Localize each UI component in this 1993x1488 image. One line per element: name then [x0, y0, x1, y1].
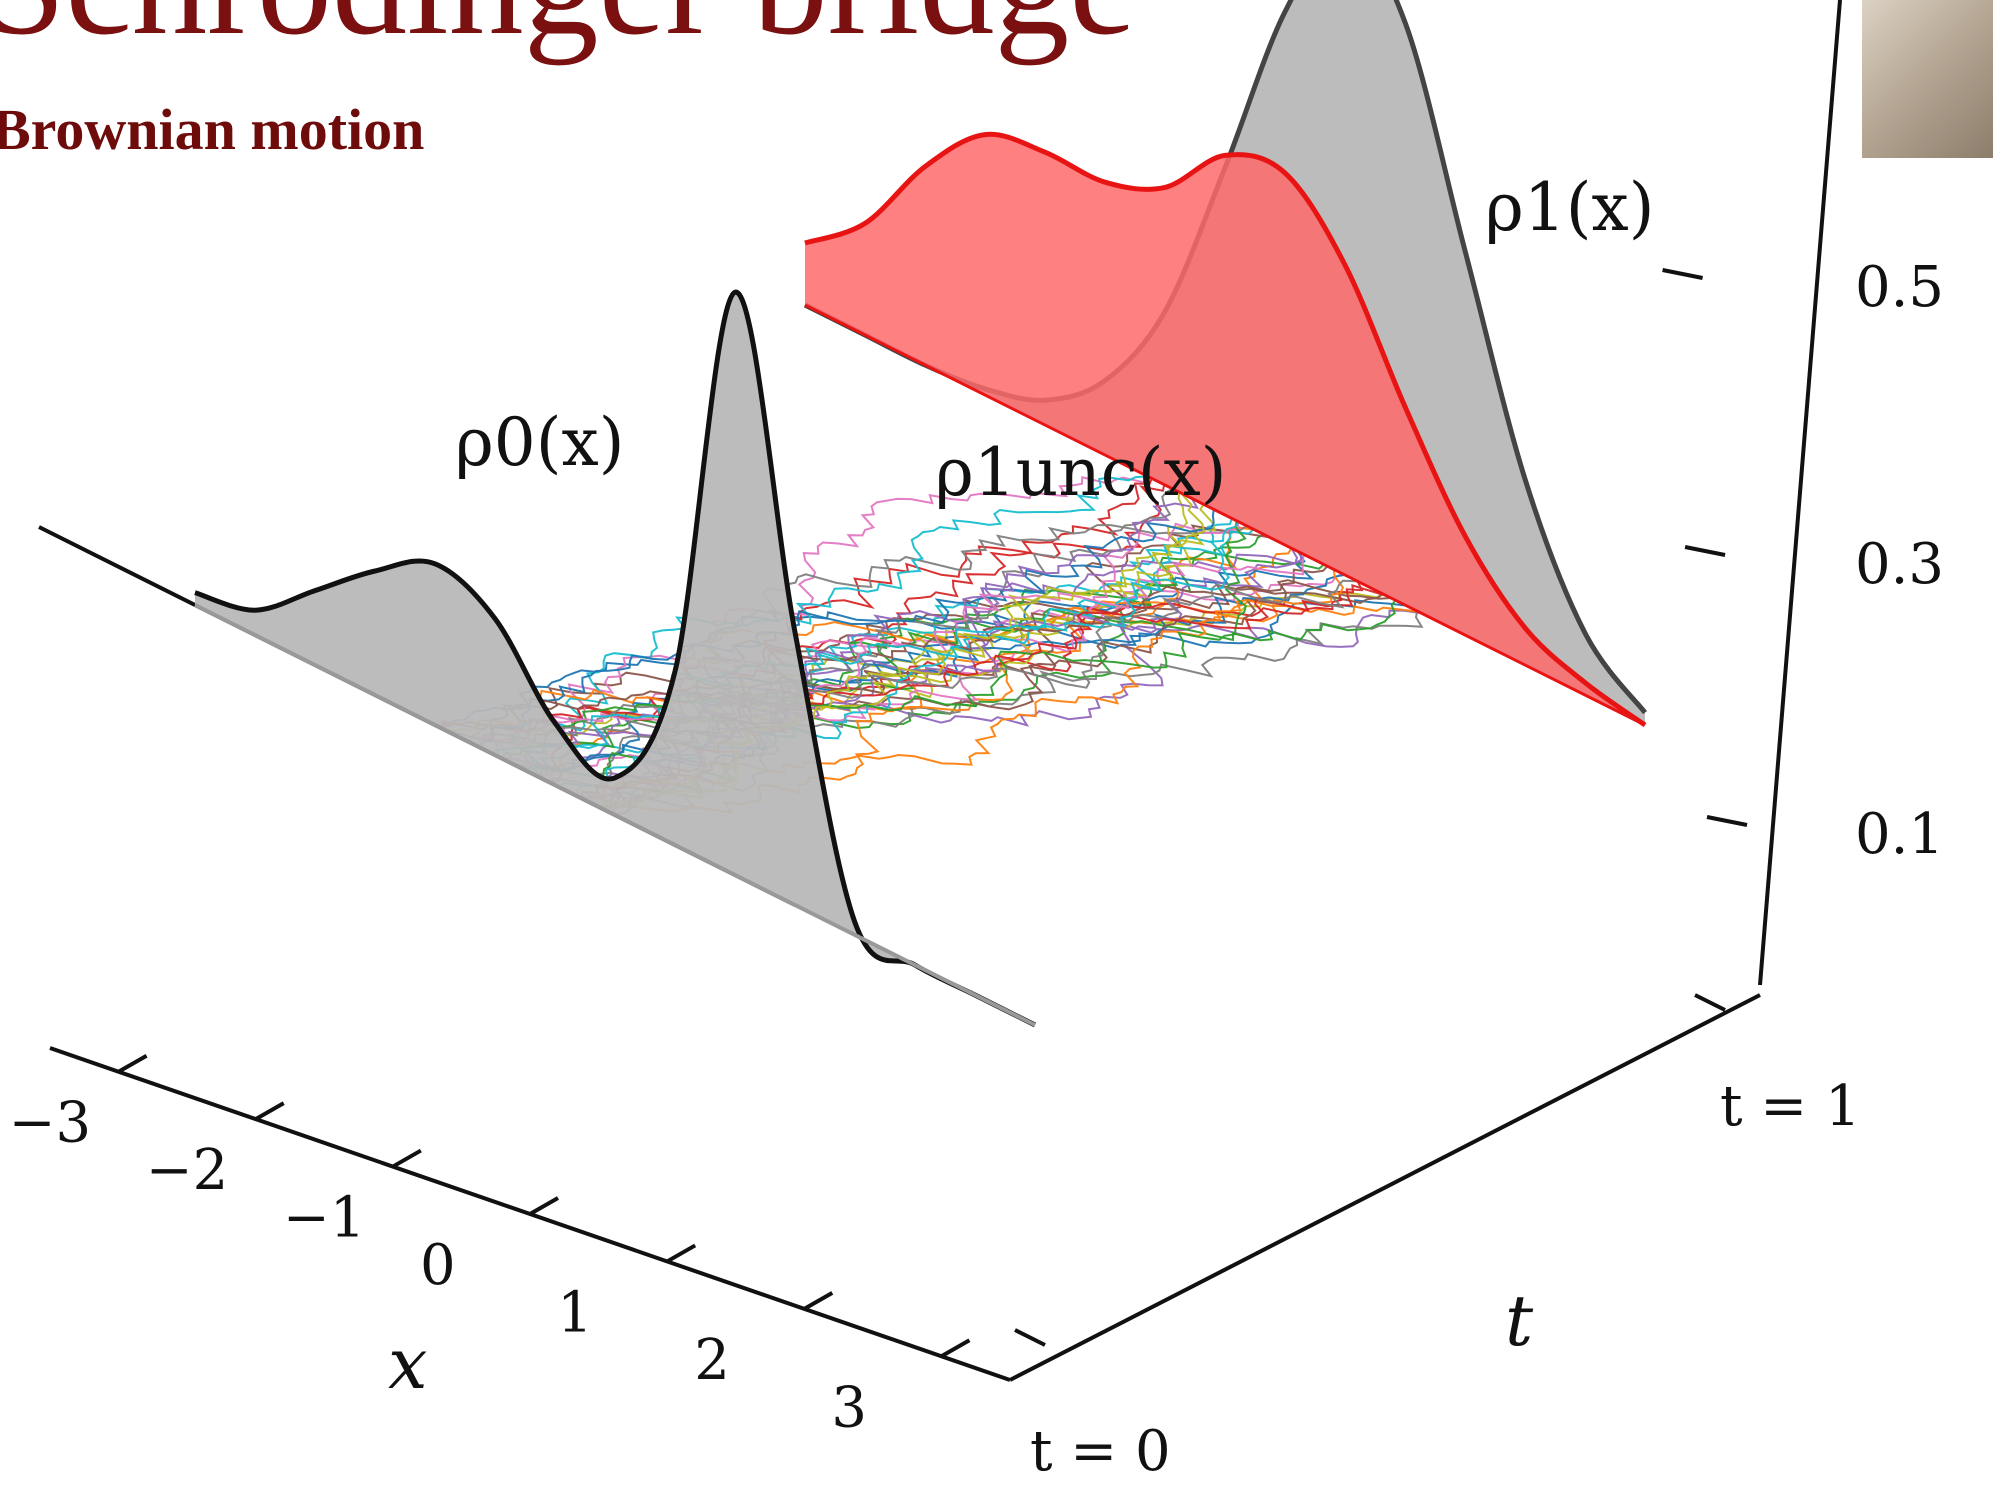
x-tick-label: 0 [420, 1233, 456, 1298]
x-tick-label: 2 [694, 1328, 730, 1393]
t-tick [1014, 1328, 1046, 1347]
rho1-annotation: ρ1(x) [1485, 169, 1655, 246]
z-tick-label: 0.3 [1855, 532, 1944, 597]
z-axis-line [1758, 0, 1842, 986]
x-tick-label: 3 [831, 1375, 867, 1440]
x-tick-label: 1 [557, 1280, 593, 1345]
brownian-path [522, 521, 1240, 770]
t-tick [1694, 993, 1726, 1012]
x-tick-label: −2 [146, 1138, 229, 1203]
t-tick-label-start: t = 0 [1030, 1419, 1171, 1484]
z-tick [1662, 268, 1703, 280]
x-tick [529, 1196, 559, 1216]
brownian-path [478, 487, 1174, 748]
brownian-path [499, 474, 1150, 761]
rho0-curve [194, 289, 1037, 1028]
rho1-unc-curve [804, 131, 1647, 728]
t-tick-label-end: t = 1 [1720, 1074, 1861, 1139]
brownian-path [481, 509, 1215, 749]
page-title: Schrödinger bridge [0, 0, 1136, 58]
x-tick [666, 1243, 697, 1264]
brownian-path [478, 554, 1305, 749]
rho0-base [194, 603, 1036, 1027]
x-tick [940, 1338, 971, 1359]
rho1-unc-area [805, 134, 1645, 726]
rho1-unc-annotation: ρ1unc(x) [935, 434, 1227, 511]
x-tick [391, 1148, 422, 1169]
x-tick-label: −3 [9, 1091, 92, 1156]
t-axis-label: t [1505, 1280, 1534, 1362]
z-tick [1684, 545, 1726, 557]
z-tick [1706, 815, 1748, 827]
x-axis-label: x [388, 1323, 427, 1405]
brownian-path [490, 579, 1358, 754]
t-axis-line [1009, 993, 1761, 1382]
rho1-unc-base [804, 303, 1646, 727]
x-tick-label: −1 [283, 1186, 366, 1251]
page-subtitle: Brownian motion [0, 97, 425, 162]
brownian-path [496, 475, 1148, 757]
brownian-path [501, 520, 1247, 760]
z-tick-label: 0.5 [1855, 255, 1944, 320]
portrait-photo-icon [1862, 0, 1993, 158]
brownian-path [440, 565, 1329, 742]
z-tick-label: 0.1 [1855, 802, 1944, 867]
x-tick [803, 1291, 834, 1311]
rho0-annotation: ρ0(x) [455, 404, 625, 481]
x-tick [117, 1053, 148, 1074]
rho0-area [195, 292, 1035, 1025]
brownian-path [469, 600, 1419, 743]
x-tick [254, 1101, 285, 1121]
